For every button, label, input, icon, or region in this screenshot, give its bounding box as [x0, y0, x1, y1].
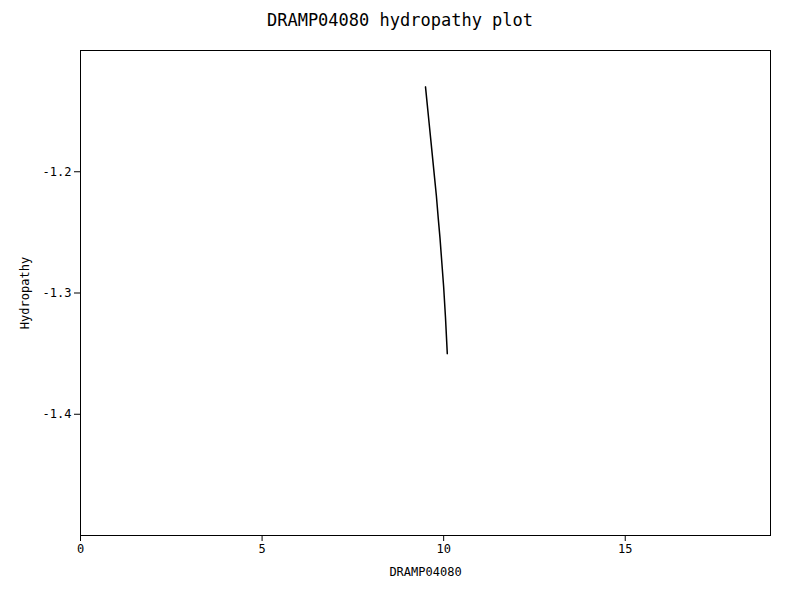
- svg-text:-1.4: -1.4: [43, 407, 72, 421]
- html-text:DRAMP04080 hydropathy plot: DRAMP04080 hydropathy plot: [266, 10, 533, 30]
- svg-text:DRAMP04080: DRAMP04080: [389, 565, 461, 579]
- svg-text:-1.2: -1.2: [43, 165, 72, 179]
- svg-text:0: 0: [77, 542, 84, 556]
- svg-text:Hydropathy: Hydropathy: [18, 257, 32, 329]
- svg-text:15: 15: [618, 542, 632, 556]
- svg-text:5: 5: [258, 542, 265, 556]
- svg-text:-1.3: -1.3: [43, 286, 72, 300]
- svg-text:10: 10: [436, 542, 450, 556]
